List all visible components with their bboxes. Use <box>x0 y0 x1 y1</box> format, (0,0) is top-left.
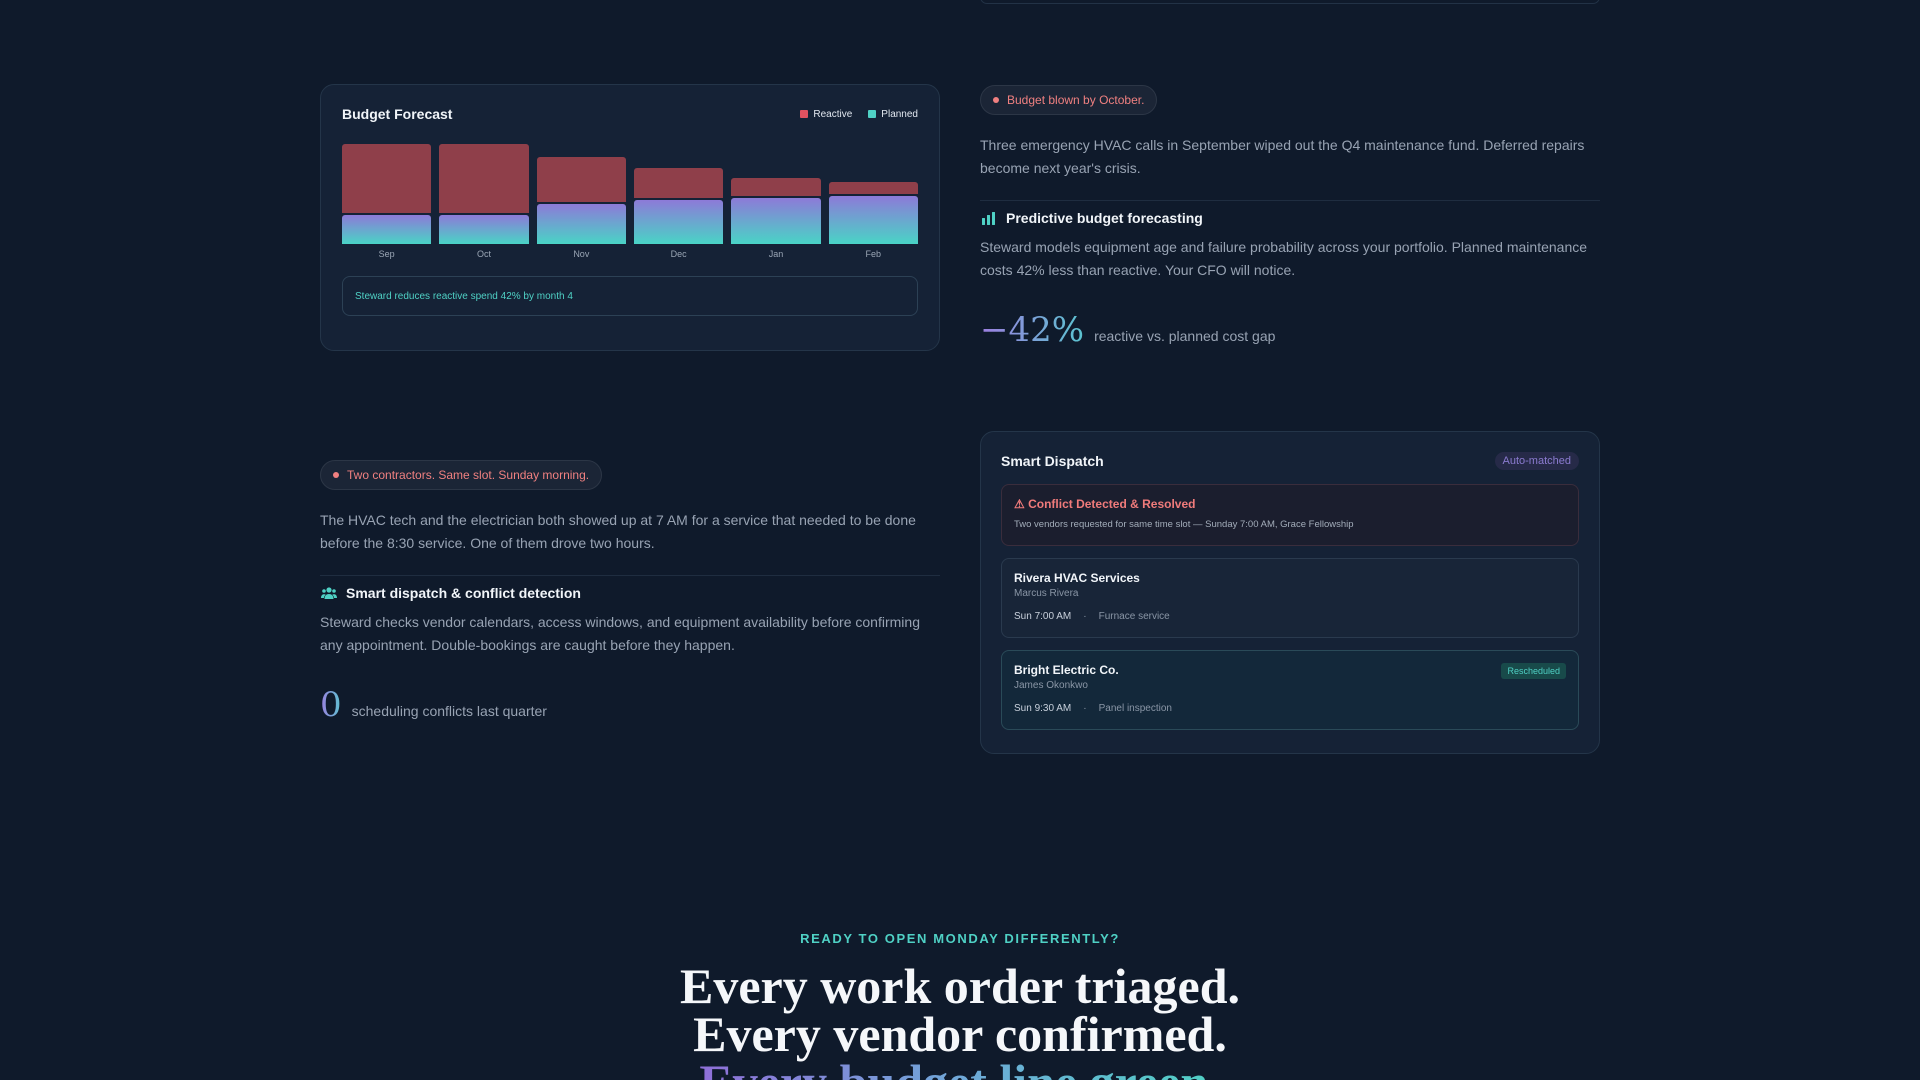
rescheduled-badge: Rescheduled <box>1501 663 1566 679</box>
x-tick-label-dec: Dec <box>670 249 687 259</box>
bar-group-oct <box>439 144 529 244</box>
cta-headline-line3-text: Every budget line green. <box>699 1058 1220 1080</box>
x-tick-label-feb: Feb <box>865 249 882 259</box>
vendor-contact: James Okonkwo <box>1014 680 1088 691</box>
bar-planned-jan <box>731 198 821 244</box>
x-tick-label-jan: Jan <box>768 249 784 259</box>
vendor-time: Sun 7:00 AM <box>1014 611 1072 622</box>
feature-heading-budget: Predictive budget forecasting <box>981 210 1203 226</box>
bar-group-dec <box>633 144 724 244</box>
stat-label-dispatch: scheduling conflicts last quarter <box>351 703 547 719</box>
x-tick-label-nov: Nov <box>573 249 590 259</box>
feature-desc-budget: Steward models equipment age and failure… <box>980 239 1588 278</box>
meta-separator: · <box>1083 703 1087 714</box>
divider <box>320 575 940 576</box>
legend-item-reactive: Reactive <box>800 109 852 120</box>
bar-chart-icon <box>982 212 995 225</box>
vendor-meta: Sun 9:30 AM · Panel inspection <box>1014 703 1566 714</box>
chart-x-axis: Sep Oct Nov Dec Jan Feb <box>342 249 918 259</box>
bar-group-nov <box>536 144 626 244</box>
bar-planned-oct <box>439 214 529 244</box>
feature-desc-dispatch: Steward checks vendor calendars, access … <box>320 614 920 653</box>
stat-dispatch: 0 scheduling conflicts last quarter <box>320 685 547 725</box>
cta-headline-line2: Every vendor confirmed. <box>693 1006 1227 1062</box>
stat-value-dispatch: 0 <box>320 685 342 725</box>
bar-planned-nov <box>536 204 626 244</box>
chart-legend: Reactive Planned <box>800 109 918 120</box>
previous-card-edge <box>980 0 1600 4</box>
vendor-service: Panel inspection <box>1098 703 1172 714</box>
alert-dot-icon <box>333 472 339 478</box>
vendor-meta: Sun 7:00 AM · Furnace service <box>1014 611 1566 622</box>
vendor-card-bright-electric[interactable]: Bright Electric Co. James Okonkwo Sun 9:… <box>1001 650 1579 730</box>
users-icon <box>321 587 337 599</box>
bar-reactive-nov <box>536 157 626 202</box>
divider <box>980 200 1600 201</box>
vendor-contact: Marcus Rivera <box>1014 588 1079 599</box>
problem-pill-label: Budget blown by October. <box>1007 93 1145 107</box>
legend-item-planned: Planned <box>868 109 918 120</box>
problem-pill-budget: Budget blown by October. <box>980 85 1158 115</box>
bar-reactive-feb <box>828 182 918 194</box>
feature-title-dispatch: Smart dispatch & conflict detection <box>346 585 581 601</box>
bar-group-jan <box>731 144 821 244</box>
feature-title-budget: Predictive budget forecasting <box>1006 210 1203 226</box>
conflict-description: Two vendors requested for same time slot… <box>1014 519 1354 530</box>
legend-label-reactive: Reactive <box>813 108 853 120</box>
legend-swatch-reactive <box>800 110 809 118</box>
bar-reactive-jan <box>731 178 821 196</box>
x-tick-label-oct: Oct <box>476 249 491 259</box>
bar-planned-dec <box>633 200 724 244</box>
x-tick-label-sep: Sep <box>378 249 395 259</box>
bar-planned-feb <box>828 196 918 244</box>
stat-value-budget: −42% <box>980 310 1085 350</box>
budget-note: Steward reduces reactive spend 42% by mo… <box>342 276 918 316</box>
conflict-title: ⚠ Conflict Detected & Resolved <box>1014 497 1196 511</box>
auto-matched-badge: Auto-matched <box>1494 452 1579 470</box>
cta-headline-line1: Every work order triaged. <box>679 958 1241 1014</box>
vendor-card-rivera[interactable]: Rivera HVAC Services Marcus Rivera Sun 7… <box>1001 558 1579 638</box>
budget-card-title: Budget Forecast <box>342 106 453 122</box>
bar-group-sep <box>342 144 432 244</box>
stat-label-budget: reactive vs. planned cost gap <box>1094 328 1276 344</box>
problem-text-budget: Three emergency HVAC calls in September … <box>980 137 1585 176</box>
problem-text-dispatch: The HVAC tech and the electrician both s… <box>320 512 916 551</box>
bar-reactive-dec <box>633 168 724 198</box>
smart-dispatch-card: Smart Dispatch Auto-matched ⚠ Conflict D… <box>980 431 1600 754</box>
legend-swatch-planned <box>868 110 877 118</box>
vendor-name: Rivera HVAC Services <box>1014 571 1140 585</box>
alert-dot-icon <box>993 97 999 103</box>
bar-reactive-oct <box>439 144 529 213</box>
bar-planned-sep <box>342 214 432 244</box>
vendor-time: Sun 9:30 AM <box>1014 703 1072 714</box>
vendor-name: Bright Electric Co. <box>1014 663 1119 677</box>
stat-budget: −42% reactive vs. planned cost gap <box>980 310 1275 350</box>
bar-reactive-sep <box>342 144 432 213</box>
chart-bars <box>342 144 918 244</box>
cta-headline-line3: Every budget line green. <box>0 1058 1920 1080</box>
problem-pill-label: Two contractors. Same slot. Sunday morni… <box>347 468 590 482</box>
legend-label-planned: Planned <box>881 108 918 120</box>
feature-heading-dispatch: Smart dispatch & conflict detection <box>321 585 581 601</box>
bar-group-feb <box>828 144 918 244</box>
conflict-alert: ⚠ Conflict Detected & Resolved Two vendo… <box>1001 484 1579 546</box>
cta-eyebrow: READY TO OPEN MONDAY DIFFERENTLY? <box>800 931 1120 946</box>
meta-separator: · <box>1083 611 1087 622</box>
vendor-service: Furnace service <box>1098 611 1170 622</box>
budget-chart: Sep Oct Nov Dec Jan Feb <box>342 144 918 259</box>
dispatch-card-title: Smart Dispatch <box>1001 453 1104 469</box>
budget-forecast-card: Budget Forecast Reactive Planned Sep Oct N… <box>320 84 940 351</box>
problem-pill-dispatch: Two contractors. Same slot. Sunday morni… <box>320 460 603 490</box>
